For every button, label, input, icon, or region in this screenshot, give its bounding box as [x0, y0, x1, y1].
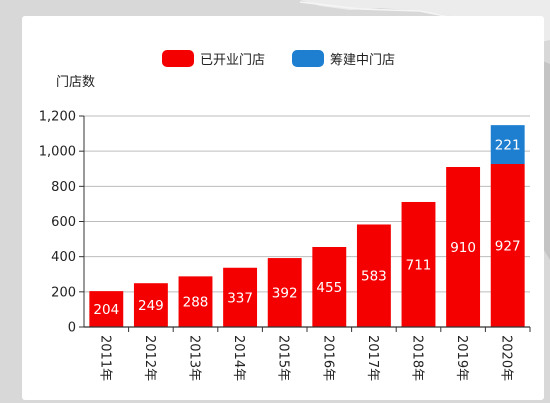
bar-open	[133, 283, 168, 327]
x-axis: 2011年 2012年 2013年 2014年 2015年 2016年 2017年 2018年…	[84, 326, 531, 381]
bar-open	[401, 201, 436, 327]
legend-label: 筹建中门店	[330, 52, 395, 68]
bar-open	[267, 258, 302, 327]
data-label: 927	[495, 239, 521, 255]
legend-swatch	[162, 50, 194, 67]
bar-open	[89, 291, 124, 327]
bar-open	[178, 276, 213, 327]
x-tick-label: 2019年	[454, 335, 469, 381]
data-label: 288	[183, 295, 209, 311]
x-tick-label: 2020年	[499, 335, 514, 381]
bar-open	[490, 164, 525, 327]
bar-open	[312, 246, 347, 327]
y-tick-label: 0	[68, 321, 76, 336]
data-label: 249	[138, 298, 164, 314]
y-axis: 0 200 400 600 800 1,000 1,200	[39, 110, 85, 336]
data-label: 337	[227, 290, 253, 306]
x-tick-label: 2016年	[320, 335, 335, 381]
bar-open	[446, 166, 481, 327]
y-tick-label: 1,200	[39, 110, 76, 125]
y-tick-label: 600	[51, 215, 76, 230]
x-tick-label: 2018年	[410, 335, 425, 381]
legend: 已开业门店 筹建中门店	[162, 50, 395, 68]
y-tick-label: 400	[51, 250, 76, 265]
data-label: 455	[316, 280, 342, 296]
x-tick-label: 2013年	[187, 335, 202, 381]
legend-label: 已开业门店	[200, 53, 265, 68]
bar-planned	[490, 125, 525, 165]
x-tick-label: 2017年	[365, 335, 380, 381]
y-axis-title: 门店数	[56, 75, 95, 90]
x-tick-label: 2011年	[97, 335, 112, 381]
data-label: 583	[361, 269, 387, 285]
x-tick-label: 2014年	[231, 335, 246, 381]
data-label: 910	[450, 240, 476, 256]
bars: 204 249 288 337 392 455 583 711 910 927 221	[89, 125, 525, 327]
data-label: 711	[406, 257, 432, 273]
y-tick-label: 200	[51, 285, 76, 300]
x-tick-label: 2012年	[142, 335, 157, 381]
legend-swatch	[292, 50, 324, 67]
bar-open	[356, 224, 391, 327]
data-label: 221	[495, 138, 521, 154]
bar-open	[223, 267, 258, 327]
y-tick-label: 800	[51, 180, 76, 195]
data-label: 392	[272, 286, 298, 302]
y-tick-label: 1,000	[39, 145, 76, 160]
x-tick-label: 2015年	[276, 335, 291, 381]
data-label: 204	[93, 302, 119, 318]
